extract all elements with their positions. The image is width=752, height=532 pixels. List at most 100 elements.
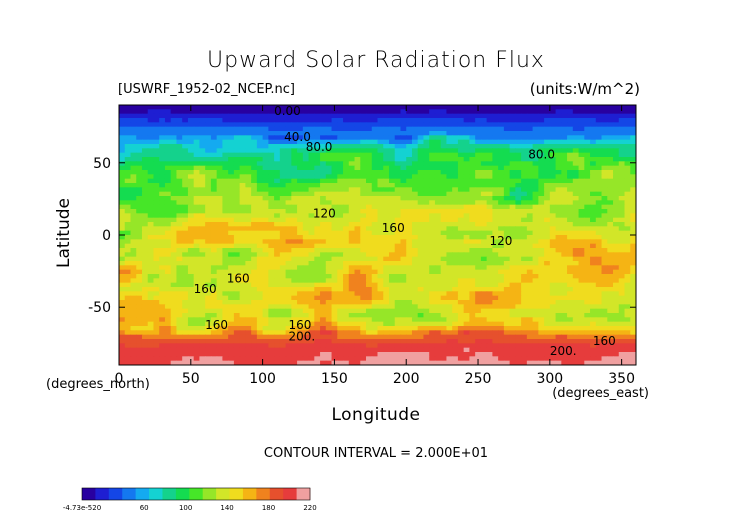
heatmap-cell bbox=[544, 304, 551, 310]
heatmap-cell bbox=[285, 161, 292, 167]
heatmap-cell bbox=[521, 157, 528, 162]
heatmap-cell bbox=[297, 152, 304, 158]
heatmap-cell bbox=[595, 334, 603, 340]
heatmap-cell bbox=[486, 261, 493, 266]
heatmap-cell bbox=[429, 265, 436, 271]
heatmap-cell bbox=[371, 274, 379, 279]
heatmap-cell bbox=[452, 287, 459, 292]
heatmap-cell bbox=[503, 131, 511, 136]
heatmap-cell bbox=[302, 313, 310, 318]
heatmap-cell bbox=[348, 191, 356, 197]
heatmap-cell bbox=[538, 131, 545, 136]
heatmap-cell bbox=[440, 226, 448, 232]
heatmap-cell bbox=[366, 109, 373, 115]
heatmap-cell bbox=[176, 243, 183, 249]
heatmap-cell bbox=[532, 174, 539, 180]
heatmap-cell bbox=[170, 144, 178, 149]
heatmap-cell bbox=[503, 183, 511, 188]
heatmap-cell bbox=[388, 282, 396, 288]
heatmap-cell bbox=[406, 183, 413, 188]
heatmap-cell bbox=[251, 252, 258, 258]
heatmap-cell bbox=[423, 139, 430, 145]
heatmap-cell bbox=[205, 161, 212, 167]
heatmap-cell bbox=[613, 209, 620, 214]
heatmap-cell bbox=[532, 200, 539, 206]
heatmap-cell bbox=[423, 317, 430, 323]
heatmap-cell bbox=[130, 243, 137, 249]
heatmap-cell bbox=[187, 200, 195, 206]
heatmap-cell bbox=[130, 122, 137, 128]
heatmap-cell bbox=[153, 295, 160, 301]
heatmap-cell bbox=[538, 295, 545, 301]
heatmap-cell bbox=[429, 139, 436, 145]
heatmap-cell bbox=[561, 248, 568, 253]
heatmap-cell bbox=[492, 334, 499, 340]
heatmap-cell bbox=[406, 113, 413, 119]
heatmap-cell bbox=[279, 213, 287, 219]
heatmap-cell bbox=[590, 152, 597, 158]
heatmap-cell bbox=[314, 330, 321, 336]
heatmap-cell bbox=[618, 161, 626, 167]
heatmap-cell bbox=[584, 239, 591, 245]
heatmap-cell bbox=[251, 174, 258, 180]
heatmap-cell bbox=[411, 274, 419, 279]
heatmap-cell bbox=[613, 113, 620, 119]
heatmap-cell bbox=[590, 248, 597, 253]
heatmap-cell bbox=[406, 191, 413, 197]
heatmap-cell bbox=[268, 152, 275, 158]
heatmap-cell bbox=[584, 313, 591, 318]
heatmap-cell bbox=[205, 165, 212, 171]
heatmap-cell bbox=[452, 252, 459, 258]
heatmap-cell bbox=[555, 304, 562, 310]
heatmap-cell bbox=[187, 326, 195, 331]
heatmap-cell bbox=[555, 235, 562, 240]
heatmap-cell bbox=[205, 139, 212, 145]
heatmap-cell bbox=[366, 178, 373, 184]
heatmap-cell bbox=[538, 209, 545, 214]
heatmap-cell bbox=[130, 187, 137, 193]
heatmap-cell bbox=[343, 235, 350, 240]
heatmap-cell bbox=[452, 122, 459, 128]
heatmap-cell bbox=[434, 174, 442, 180]
heatmap-cell bbox=[360, 230, 367, 236]
heatmap-cell bbox=[268, 339, 275, 344]
heatmap-cell bbox=[578, 148, 585, 154]
heatmap-cell bbox=[503, 157, 511, 162]
heatmap-cell bbox=[216, 178, 223, 184]
heatmap-cell bbox=[486, 304, 493, 310]
heatmap-cell bbox=[555, 126, 562, 132]
heatmap-cell bbox=[164, 313, 172, 318]
heatmap-cell bbox=[377, 334, 384, 340]
heatmap-cell bbox=[325, 148, 333, 154]
heatmap-cell bbox=[480, 256, 488, 262]
heatmap-cell bbox=[417, 239, 425, 245]
heatmap-cell bbox=[492, 105, 499, 110]
heatmap-cell bbox=[406, 330, 413, 336]
heatmap-cell bbox=[141, 217, 149, 223]
heatmap-cell bbox=[153, 105, 160, 110]
heatmap-cell bbox=[147, 165, 155, 171]
heatmap-cell bbox=[486, 209, 493, 214]
heatmap-cell bbox=[607, 282, 614, 288]
heatmap-cell bbox=[492, 291, 499, 297]
heatmap-cell bbox=[360, 291, 367, 297]
heatmap-cell bbox=[498, 113, 505, 119]
heatmap-cell bbox=[320, 256, 327, 262]
heatmap-cell bbox=[147, 287, 155, 292]
heatmap-cell bbox=[452, 161, 459, 167]
heatmap-cell bbox=[452, 204, 459, 210]
heatmap-cell bbox=[279, 105, 287, 110]
heatmap-cell bbox=[314, 269, 321, 275]
heatmap-cell bbox=[360, 131, 367, 136]
heatmap-cell bbox=[630, 308, 636, 314]
heatmap-cell bbox=[245, 343, 252, 349]
heatmap-cell bbox=[256, 243, 264, 249]
heatmap-cell bbox=[268, 230, 275, 236]
heatmap-cell bbox=[406, 148, 413, 154]
heatmap-cell bbox=[256, 178, 264, 184]
heatmap-cell bbox=[159, 326, 166, 331]
heatmap-cell bbox=[411, 248, 419, 253]
heatmap-cell bbox=[601, 200, 608, 206]
heatmap-cell bbox=[630, 317, 636, 323]
heatmap-cell bbox=[331, 122, 338, 128]
